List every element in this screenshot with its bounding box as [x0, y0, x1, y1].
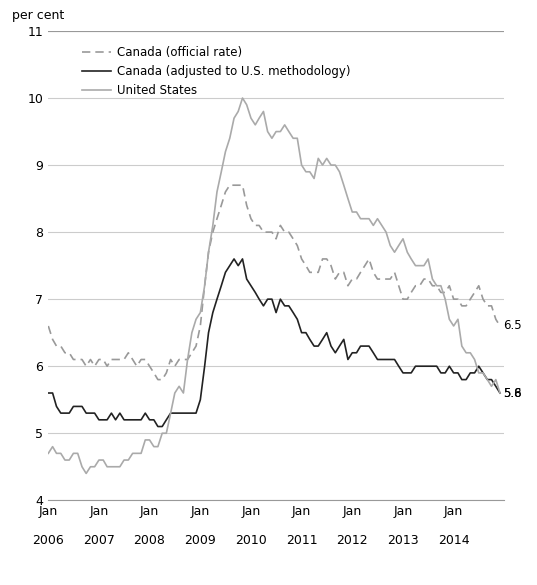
Text: 2007: 2007 — [83, 534, 115, 546]
Legend: Canada (official rate), Canada (adjusted to U.S. methodology), United States: Canada (official rate), Canada (adjusted… — [77, 42, 355, 102]
Text: 2009: 2009 — [184, 534, 216, 546]
Y-axis label: per cent: per cent — [12, 9, 64, 22]
Text: 2008: 2008 — [134, 534, 165, 546]
Text: 2012: 2012 — [336, 534, 368, 546]
Text: 2011: 2011 — [286, 534, 317, 546]
Text: 5.8: 5.8 — [503, 387, 522, 400]
Text: 2014: 2014 — [438, 534, 469, 546]
Text: 2010: 2010 — [235, 534, 267, 546]
Text: 5.6: 5.6 — [503, 387, 522, 400]
Text: 2013: 2013 — [387, 534, 419, 546]
Text: 6.5: 6.5 — [503, 319, 522, 332]
Text: 2006: 2006 — [32, 534, 64, 546]
